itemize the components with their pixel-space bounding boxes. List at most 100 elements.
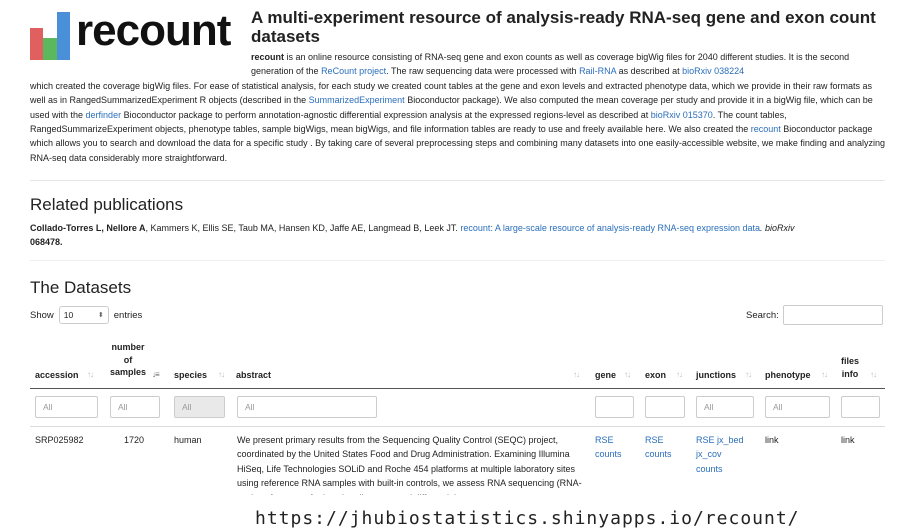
- gene-counts-link[interactable]: counts: [595, 449, 622, 460]
- col-junctions-label: junctions: [696, 370, 736, 380]
- sort-icon: ↑↓: [218, 370, 225, 379]
- entries-length-control: Show 10 ⬍ entries: [30, 306, 142, 324]
- logo-text: recount: [76, 6, 231, 55]
- col-files-info[interactable]: files info: [841, 355, 859, 380]
- col-accession[interactable]: accession: [35, 369, 79, 382]
- intro-text: Bioconductor package which allows you to…: [30, 124, 885, 163]
- col-phenotype[interactable]: phenotype: [765, 369, 811, 382]
- exon-counts-link[interactable]: counts: [645, 449, 672, 460]
- intro-text: Bioconductor package). We also computed …: [30, 95, 873, 120]
- samples-value: 1720: [124, 435, 145, 445]
- gene-links: RSE counts: [595, 433, 622, 462]
- exon-rse-link[interactable]: RSE: [645, 435, 664, 445]
- search-label: Search:: [746, 309, 779, 321]
- filter-phenotype-input[interactable]: All: [765, 396, 830, 418]
- show-label: Show: [30, 309, 54, 321]
- sort-icon: ↑↓: [676, 370, 683, 379]
- filter-placeholder: All: [118, 402, 128, 412]
- rail-rna-link[interactable]: Rail-RNA: [579, 66, 617, 77]
- sort-icon: ↑↓: [624, 370, 631, 379]
- page-title: A multi-experiment resource of analysis-…: [251, 8, 876, 46]
- col-files-label: info: [841, 368, 859, 379]
- col-gene-label: gene: [595, 370, 617, 380]
- col-accession-label: accession: [35, 370, 79, 380]
- filter-junctions-input[interactable]: All: [696, 396, 754, 418]
- sort-icon: ↑↓: [821, 370, 828, 379]
- citation-lead-authors: Collado-Torres L, Nellore A: [30, 223, 146, 233]
- sort-icon: ↑↓: [87, 370, 94, 379]
- header-divider: [30, 388, 885, 389]
- intro-paragraph: recount is an online resource consisting…: [30, 50, 888, 165]
- row-divider: [30, 426, 885, 427]
- filter-abstract-input[interactable]: All: [237, 396, 377, 418]
- col-junctions[interactable]: junctions: [696, 369, 736, 382]
- junction-counts-link[interactable]: counts: [696, 463, 723, 474]
- intro-text: as described at: [616, 66, 683, 77]
- recount-logo[interactable]: recount: [30, 6, 240, 64]
- citation: Collado-Torres L, Nellore A, Kammers K, …: [30, 221, 888, 250]
- filter-placeholder: All: [43, 402, 53, 412]
- select-arrows-icon: ⬍: [97, 312, 104, 319]
- citation-journal: . bioRxiv: [760, 223, 795, 233]
- citation-authors: , Kammers K, Ellis SE, Taub MA, Hansen K…: [145, 223, 461, 233]
- junction-rse-bed-link[interactable]: RSE jx_bed: [696, 435, 744, 445]
- citation-doi: 068478.: [30, 237, 63, 248]
- filter-placeholder: All: [773, 402, 783, 412]
- col-gene[interactable]: gene: [595, 369, 616, 382]
- filter-placeholder: All: [182, 402, 192, 412]
- search-input[interactable]: [782, 305, 883, 325]
- derfinder-link[interactable]: derfinder: [85, 109, 122, 120]
- col-files-label: files: [841, 356, 860, 366]
- biorxiv-015370-link[interactable]: bioRxiv 015370: [650, 109, 713, 120]
- sort-icon: ↑↓: [870, 370, 877, 379]
- filter-samples-input[interactable]: All: [110, 396, 160, 418]
- entries-select[interactable]: 10 ⬍: [58, 306, 109, 324]
- phenotype-link[interactable]: link: [765, 435, 779, 445]
- filter-gene-input[interactable]: [595, 396, 634, 418]
- divider: [30, 180, 885, 181]
- col-species-label: species: [174, 370, 208, 380]
- sort-icon: ↑↓: [745, 370, 752, 379]
- species-value: human: [174, 435, 202, 445]
- filter-species-input[interactable]: All: [174, 396, 225, 418]
- col-samples-label: samples: [109, 367, 147, 377]
- col-species[interactable]: species: [174, 369, 207, 382]
- footer-url: https://jhubiostatistics.shinyapps.io/re…: [255, 508, 800, 529]
- col-samples[interactable]: number of samples: [108, 341, 148, 379]
- abstract-text: We present primary results from the Sequ…: [237, 435, 582, 495]
- summarizedexperiment-link[interactable]: SummarizedExperiment: [308, 95, 405, 106]
- entries-label: entries: [113, 309, 143, 321]
- search-control: Search:: [746, 305, 883, 325]
- accession-link[interactable]: SRP025982: [35, 435, 84, 445]
- filter-files-input[interactable]: [841, 396, 880, 418]
- intro-text: . The count tables, RangedSummarizeExper…: [30, 109, 787, 135]
- recount-package-link[interactable]: recount: [750, 124, 781, 135]
- intro-text: is an online resource consisting of RNA-…: [251, 52, 850, 77]
- entries-value: 10: [63, 310, 74, 320]
- exon-links: RSE counts: [645, 433, 672, 462]
- gene-rse-link[interactable]: RSE: [595, 435, 614, 445]
- intro-text: which created the coverage bigWig files.…: [30, 80, 872, 106]
- col-samples-label: of: [123, 354, 133, 365]
- filter-placeholder: All: [245, 402, 255, 412]
- biorxiv-038224-link[interactable]: bioRxiv 038224: [682, 66, 745, 77]
- files-info-link[interactable]: link: [841, 435, 855, 445]
- intro-text: . The raw sequencing data were processed…: [386, 66, 580, 77]
- col-phenotype-label: phenotype: [765, 370, 811, 380]
- col-exon-label: exon: [645, 370, 667, 380]
- junction-cov-link[interactable]: jx_cov: [696, 449, 722, 460]
- recount-project-link[interactable]: ReCount project: [321, 66, 387, 77]
- col-abstract[interactable]: abstract: [236, 369, 271, 382]
- sort-icon: ↑↓: [573, 370, 580, 379]
- filter-accession-input[interactable]: All: [35, 396, 98, 418]
- related-publications-heading: Related publications: [30, 195, 184, 214]
- logo-bars-icon: [30, 12, 72, 60]
- filter-placeholder: All: [704, 402, 714, 412]
- intro-bold: recount: [251, 52, 285, 62]
- filter-exon-input[interactable]: [645, 396, 685, 418]
- divider: [30, 260, 885, 261]
- col-exon[interactable]: exon: [645, 369, 666, 382]
- paper-link[interactable]: recount: A large-scale resource of analy…: [460, 223, 760, 233]
- sort-desc-icon: ↓≡: [152, 370, 160, 379]
